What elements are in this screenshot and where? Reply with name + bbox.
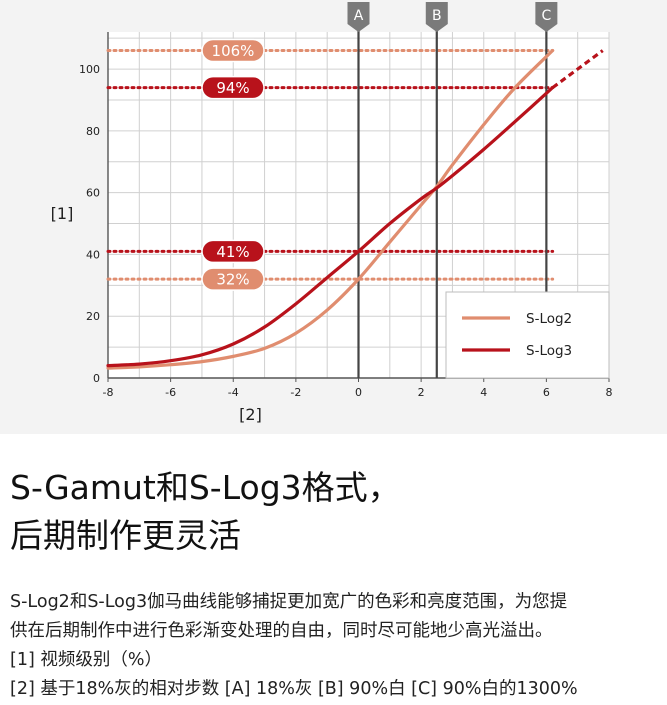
legend-box [445,291,610,379]
description-line-1: S-Log2和S-Log3伽马曲线能够捕捉更加宽广的色彩和亮度范围，为您提 [10,592,568,612]
x-tick-label: -4 [228,386,239,399]
series-line-s-log3 [106,86,555,368]
marker-label-c: C [541,8,551,24]
annotation-label: 41% [216,243,249,261]
x-axis-label: [2] [239,405,262,424]
legend-label-s-log2: S-Log2 [526,311,572,327]
y-tick-label: 60 [86,187,100,200]
annotation-label: 32% [216,271,249,289]
footnote-1: [1] 视频级别（%） [10,650,162,670]
heading-line-2: 后期制作更灵活 [10,516,241,555]
marker-tab-c [535,2,558,32]
section-heading: S-Gamut和S-Log3格式， 后期制作更灵活 [10,464,401,560]
y-tick-label: 100 [79,63,100,76]
annotation-label: 94% [216,79,249,97]
annotation-pill [201,239,265,264]
description: S-Log2和S-Log3伽马曲线能够捕捉更加宽广的色彩和亮度范围，为您提 供在… [10,588,660,704]
y-tick-label: 0 [93,372,100,385]
marker-label-b: B [432,8,442,24]
annotation-pill [201,75,265,100]
legend-label-s-log3: S-Log3 [526,343,572,359]
annotation-pill [201,267,265,291]
x-tick-label: -6 [165,386,176,399]
marker-tab-a [347,2,370,32]
series-line-s-log2 [106,48,555,370]
x-tick-label: 2 [418,386,425,399]
y-tick-label: 20 [86,310,100,323]
footnote-2: [2] 基于18%灰的相对步数 [A] 18%灰 [B] 90%白 [C] 90… [10,679,578,699]
marker-tab-b [425,2,448,32]
heading-line-1: S-Gamut和S-Log3格式， [10,468,401,507]
x-tick-label: -8 [103,386,114,399]
x-tick-label: 6 [543,386,550,399]
annotation-label: 106% [212,42,255,60]
description-line-2: 供在后期制作中进行色彩渐变处理的自由，同时尽可能地少高光溢出。 [10,621,553,641]
y-tick-label: 40 [86,248,100,261]
x-tick-label: 0 [355,386,362,399]
y-tick-label: 80 [86,125,100,138]
x-tick-label: -2 [290,386,301,399]
annotation-pill [201,38,265,63]
series-extension-dashed [551,49,604,89]
y-axis-label: [1] [51,204,74,223]
x-tick-label: 4 [480,386,487,399]
marker-label-a: A [354,8,364,24]
x-tick-label: 8 [606,386,613,399]
